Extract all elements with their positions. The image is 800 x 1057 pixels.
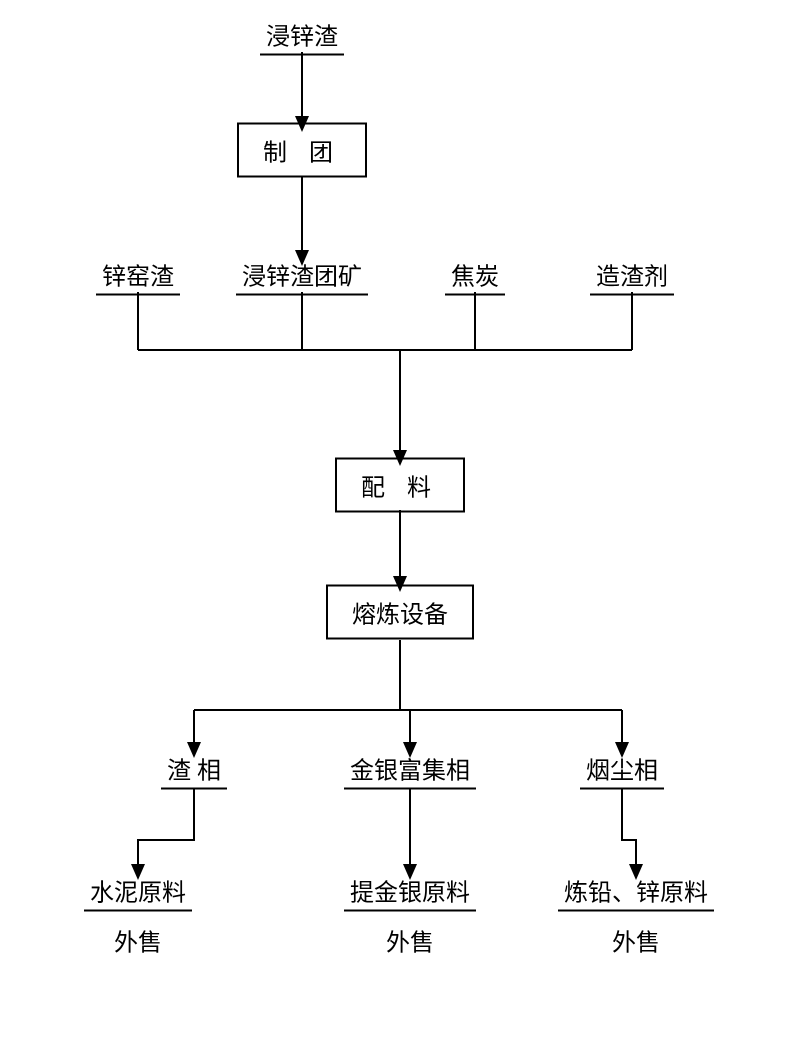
node-zinc-leach-residue: 浸锌渣	[260, 17, 344, 56]
node-pb-zn-raw: 炼铅、锌原料	[558, 873, 714, 912]
node-zinc-kiln-slag: 锌窑渣	[96, 257, 180, 296]
node-batching: 配 料	[335, 458, 465, 513]
node-slag-phase: 渣 相	[161, 751, 227, 790]
node-coke: 焦炭	[445, 257, 505, 296]
node-cement-raw: 水泥原料	[84, 873, 192, 912]
node-au-ag-extract-raw: 提金银原料	[344, 873, 476, 912]
node-forsale-3: 外售	[608, 923, 664, 958]
node-dust-phase: 烟尘相	[580, 751, 664, 790]
node-au-ag-rich-phase: 金银富集相	[344, 751, 476, 790]
node-pelletized-residue: 浸锌渣团矿	[236, 257, 368, 296]
node-smelting-equipment: 熔炼设备	[326, 585, 474, 640]
node-forsale-1: 外售	[110, 923, 166, 958]
node-pelletizing: 制 团	[237, 123, 367, 178]
node-forsale-2: 外售	[382, 923, 438, 958]
node-slag-former: 造渣剂	[590, 257, 674, 296]
